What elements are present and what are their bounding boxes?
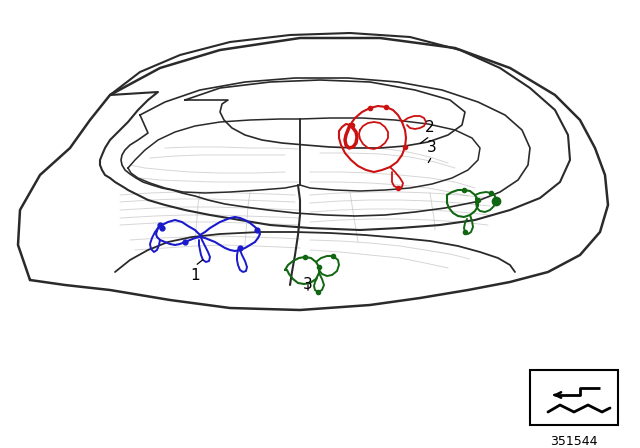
Text: 1: 1 [190, 268, 200, 283]
Bar [530, 370, 618, 425]
Text: 2: 2 [425, 120, 435, 135]
Text: 351544: 351544 [550, 435, 598, 448]
Text: 3: 3 [427, 140, 437, 155]
Text: 3: 3 [303, 277, 313, 292]
